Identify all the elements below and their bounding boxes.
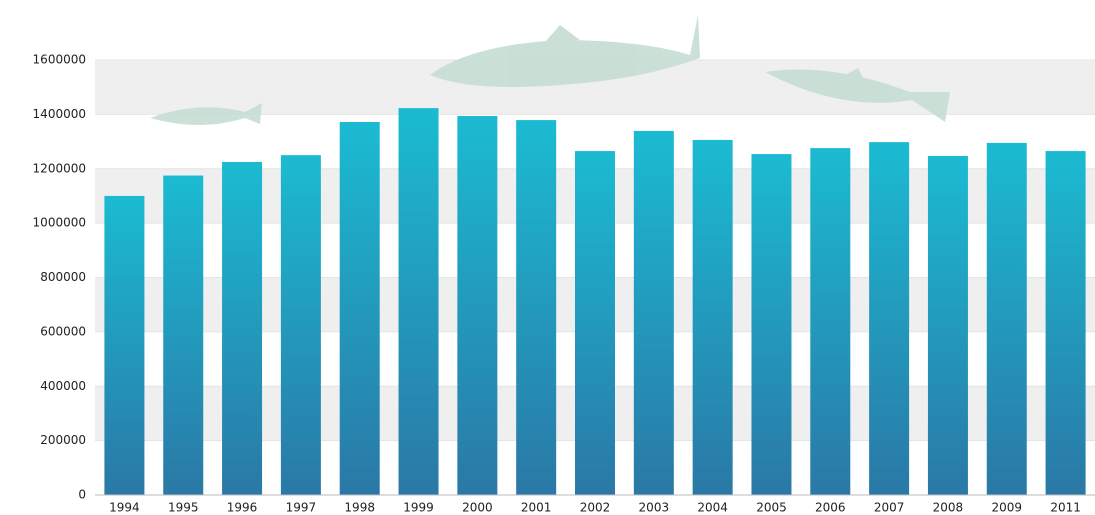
x-tick-label: 2006 (815, 501, 846, 515)
y-tick-label: 400000 (40, 379, 86, 393)
x-tick-label: 2003 (639, 501, 670, 515)
bar (516, 120, 557, 495)
y-tick-label: 800000 (40, 270, 86, 284)
x-tick-label: 2009 (991, 501, 1022, 515)
x-tick-label: 2005 (756, 501, 787, 515)
bar (692, 139, 733, 495)
bar (810, 148, 851, 495)
x-tick-label: 2004 (697, 501, 728, 515)
fish-decoration (150, 15, 950, 125)
bar (457, 116, 498, 495)
x-tick-label: 1996 (227, 501, 258, 515)
x-tick-label: 1998 (344, 501, 375, 515)
bar (104, 195, 145, 495)
bar (339, 121, 380, 496)
bar (751, 154, 792, 495)
y-tick-label: 1200000 (33, 161, 86, 175)
x-tick-label: 2007 (874, 501, 905, 515)
bar (927, 155, 968, 496)
bar (986, 142, 1027, 495)
bar (280, 155, 321, 495)
y-tick-label: 0 (78, 488, 86, 502)
y-tick-label: 1400000 (33, 107, 86, 121)
bar (869, 142, 910, 495)
x-tick-label: 2001 (521, 501, 552, 515)
bar (575, 151, 615, 495)
bar (398, 108, 439, 495)
x-tick-label: 2008 (933, 501, 964, 515)
bar (222, 161, 263, 495)
y-tick-label: 1600000 (33, 53, 86, 67)
x-tick-label: 2000 (462, 501, 493, 515)
x-tick-label: 1997 (286, 501, 317, 515)
x-tick-label: 2011 (1050, 501, 1081, 515)
x-tick-label: 1995 (168, 501, 199, 515)
y-tick-label: 1000000 (33, 216, 86, 230)
bar (1045, 151, 1086, 495)
y-tick-label: 600000 (40, 324, 86, 338)
y-tick-label: 200000 (40, 433, 86, 447)
x-tick-label: 1999 (403, 501, 434, 515)
bar (163, 175, 204, 495)
x-tick-label: 1994 (109, 501, 140, 515)
x-tick-label: 2002 (580, 501, 611, 515)
bar (633, 130, 674, 495)
